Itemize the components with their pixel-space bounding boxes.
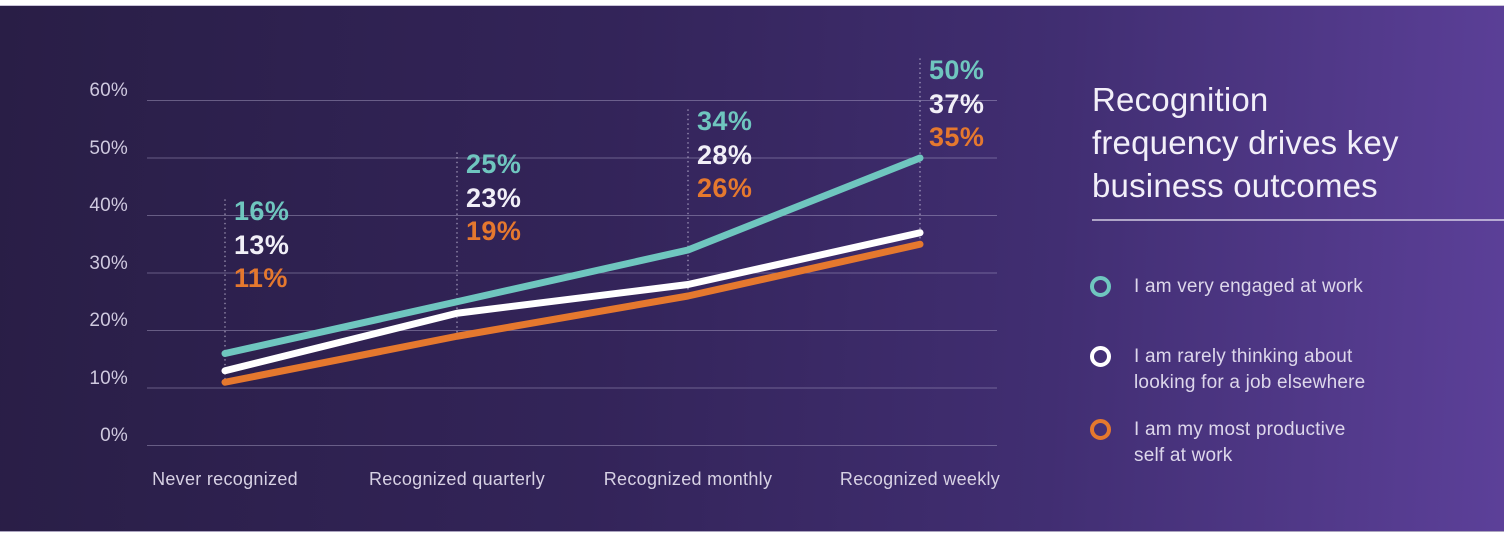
data-point-label: 16%: [234, 196, 290, 226]
y-tick-label: 20%: [89, 310, 128, 331]
legend-circle-icon: [1090, 346, 1111, 367]
x-category-label: Recognized monthly: [603, 469, 773, 489]
data-point-label: 35%: [929, 122, 985, 152]
data-point-label: 11%: [234, 263, 288, 293]
legend-label-line: I am rarely thinking about: [1134, 346, 1353, 367]
legend-circle-icon: [1090, 419, 1111, 440]
data-point-label: 25%: [466, 149, 522, 179]
legend-item-productivity: I am my most productive self at work: [1090, 417, 1346, 469]
legend-item-engaged: I am very engaged at work: [1090, 274, 1363, 300]
data-point-label: 34%: [697, 106, 753, 136]
data-point-label: 13%: [234, 229, 290, 260]
legend-label-line: I am very engaged at work: [1134, 276, 1363, 297]
legend-label-line: I am my most productive: [1134, 419, 1346, 440]
x-category-label: Recognized weekly: [839, 469, 1001, 489]
legend-label: I am rarely thinking about looking for a…: [1134, 344, 1365, 396]
chart-title-line: Recognition: [1092, 81, 1269, 118]
series-line-1: [221, 229, 924, 375]
infographic-card: 60% 50% 40% 30% 20% 10% 0% Never recognized Reco…: [0, 5, 1504, 532]
x-category-label: Never recognized: [152, 469, 298, 489]
y-tick-label: 30%: [89, 252, 128, 274]
data-point-label: 26%: [697, 173, 753, 203]
y-tick-label: 40%: [89, 195, 128, 216]
data-point-label: 23%: [466, 182, 522, 213]
legend-label: I am very engaged at work: [1134, 274, 1363, 300]
chart-title-line: business outcomes: [1092, 167, 1378, 204]
legend-label: I am my most productive self at work: [1134, 417, 1346, 469]
x-category-label: Recognized quarterly: [368, 469, 546, 489]
legend-item-retention: I am rarely thinking about looking for a…: [1090, 344, 1365, 396]
series-line-2: [221, 240, 924, 386]
chart-canvas: [147, 58, 997, 446]
data-point-label: 19%: [466, 216, 522, 246]
legend-label-line: looking for a job elsewhere: [1134, 372, 1366, 393]
y-tick-label: 60%: [89, 80, 128, 101]
legend-label-line: self at work: [1134, 445, 1233, 466]
chart-title-line: frequency drives key: [1092, 124, 1399, 161]
data-point-label: 28%: [697, 139, 753, 170]
data-point-label: 50%: [929, 55, 985, 85]
y-tick-label: 50%: [89, 137, 128, 159]
y-tick-label: 10%: [89, 367, 128, 389]
y-tick-label: 0%: [100, 425, 128, 446]
data-point-label: 37%: [929, 88, 985, 119]
legend-circle-icon: [1090, 276, 1111, 297]
line-chart: 60% 50% 40% 30% 20% 10% 0% Never recognized Reco…: [0, 6, 1010, 533]
chart-title: Recognition frequency drives key busines…: [1092, 78, 1399, 207]
series-line-0: [221, 154, 924, 357]
title-underline: [1092, 219, 1504, 221]
